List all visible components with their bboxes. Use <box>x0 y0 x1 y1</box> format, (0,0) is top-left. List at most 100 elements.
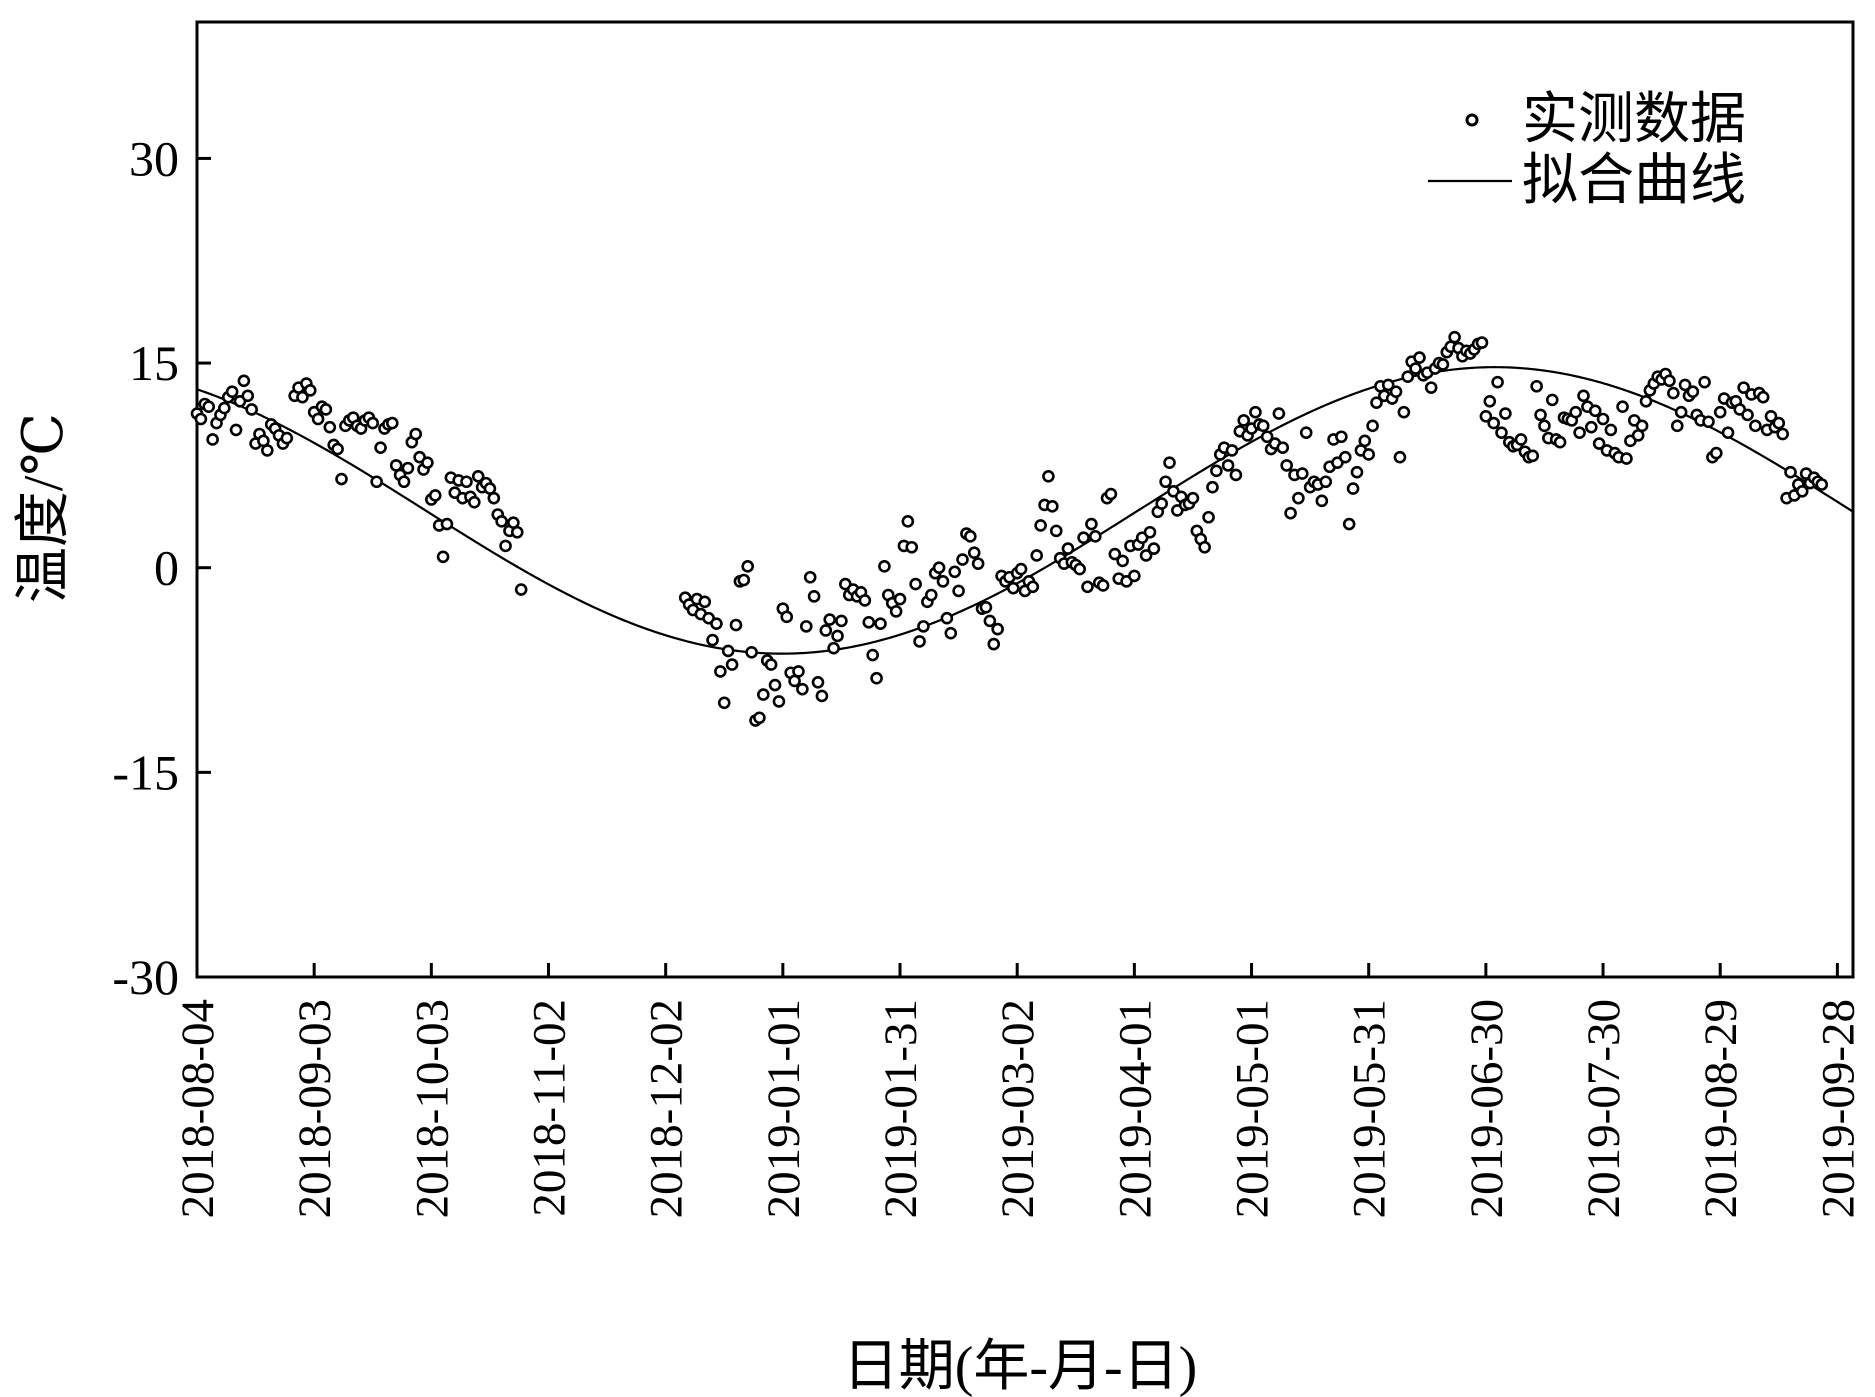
data-point <box>1335 430 1348 444</box>
x-tick-label: 2019-07-30 <box>1578 999 1630 1218</box>
data-point <box>1096 579 1110 592</box>
x-tick-label: 2019-05-31 <box>1344 999 1396 1218</box>
data-point <box>987 637 1001 651</box>
data-point <box>971 557 985 570</box>
data-point <box>858 594 872 607</box>
data-point <box>1784 465 1797 479</box>
data-point <box>1573 426 1586 439</box>
data-point <box>866 648 879 662</box>
data-point <box>1710 446 1723 460</box>
data-point <box>780 610 794 624</box>
data-point <box>1604 423 1618 437</box>
data-point <box>1049 524 1063 538</box>
x-tick-label: 2019-01-01 <box>758 999 810 1218</box>
data-point <box>1534 408 1547 422</box>
data-point <box>1495 426 1508 439</box>
data-point <box>741 560 755 573</box>
data-point <box>1338 450 1352 464</box>
data-point <box>952 584 965 598</box>
data-point <box>303 384 317 397</box>
data-point <box>729 618 743 632</box>
data-point <box>1155 497 1168 510</box>
data-point <box>796 682 809 696</box>
data-point <box>331 442 344 456</box>
data-point <box>194 412 208 426</box>
data-point <box>1553 435 1567 449</box>
data-point <box>1362 448 1375 461</box>
data-point <box>924 588 938 602</box>
data-point <box>956 553 969 566</box>
data-point <box>1026 580 1040 594</box>
data-point <box>1085 517 1098 531</box>
data-point <box>1756 390 1770 404</box>
data-point <box>1686 385 1700 399</box>
data-point <box>1514 433 1528 446</box>
legend-label-fit: 拟合曲线 <box>1522 150 1746 212</box>
data-point <box>1674 405 1688 419</box>
x-tick-label: 2019-03-02 <box>992 999 1044 1218</box>
data-point <box>721 644 735 658</box>
data-point <box>717 696 731 710</box>
data-point <box>948 565 962 579</box>
x-tick-label: 2019-01-31 <box>875 999 927 1218</box>
data-point <box>967 546 981 560</box>
data-point <box>1276 441 1290 454</box>
data-point <box>1526 449 1540 463</box>
data-point <box>370 475 383 489</box>
data-point <box>1737 381 1750 394</box>
data-point <box>823 613 837 626</box>
data-point <box>1577 389 1590 403</box>
plot-frame <box>195 20 1855 979</box>
data-point <box>1436 358 1450 371</box>
data-point <box>1221 459 1235 472</box>
x-axis-label: 日期(年-月-日) <box>843 1336 1198 1397</box>
data-point <box>1670 419 1684 433</box>
data-point <box>1139 549 1153 562</box>
data-point <box>1030 549 1044 562</box>
data-point <box>280 431 294 445</box>
data-point <box>1772 416 1786 430</box>
data-point <box>1397 405 1411 419</box>
y-tick-label: 30 <box>129 130 179 186</box>
data-point <box>1280 459 1293 472</box>
data-point <box>1401 370 1415 384</box>
data-point <box>1108 547 1122 561</box>
data-point <box>1475 336 1489 349</box>
data-point <box>917 620 930 633</box>
data-point <box>1678 378 1692 392</box>
x-tick-label: 2018-12-02 <box>641 999 693 1218</box>
data-point <box>1034 519 1047 532</box>
data-point <box>1249 405 1262 419</box>
data-point <box>1815 478 1829 491</box>
data-point <box>799 620 813 633</box>
data-point <box>1147 542 1161 555</box>
x-tick-label: 2019-09-28 <box>1812 999 1864 1218</box>
data-point <box>1499 407 1512 420</box>
data-point <box>296 390 309 404</box>
data-point <box>1081 580 1094 594</box>
data-point <box>1741 408 1754 422</box>
data-point <box>862 615 876 629</box>
legend-label-measured: 实测数据 <box>1522 89 1746 151</box>
x-tick-label: 2019-05-01 <box>1227 999 1279 1218</box>
data-point <box>319 403 333 416</box>
data-point <box>206 433 219 446</box>
data-point <box>385 416 399 430</box>
data-point <box>1764 409 1778 423</box>
data-point <box>1237 414 1251 427</box>
data-point <box>1530 379 1543 393</box>
data-point <box>905 540 919 554</box>
data-point <box>1077 531 1090 545</box>
data-point <box>1342 517 1356 531</box>
data-point <box>1545 393 1559 407</box>
data-point <box>893 592 907 606</box>
data-point <box>710 617 723 630</box>
data-point <box>757 688 770 701</box>
x-tick-label: 2018-08-04 <box>172 999 224 1218</box>
data-point <box>1272 407 1286 420</box>
data-point <box>1104 487 1118 501</box>
data-point <box>1663 374 1676 388</box>
data-point <box>1366 419 1379 433</box>
